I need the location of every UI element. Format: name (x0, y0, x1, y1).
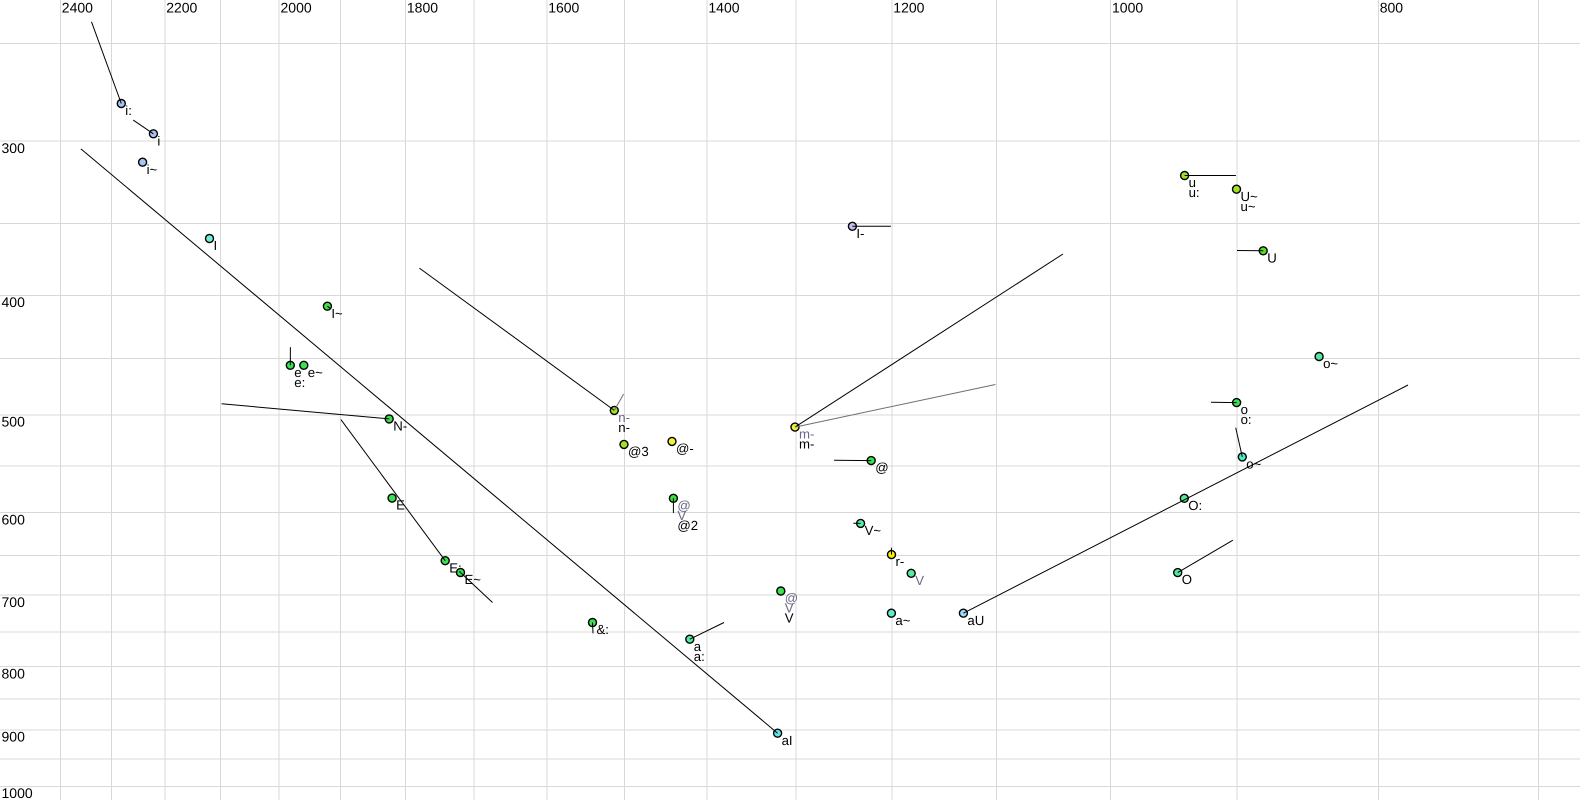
svg-text:a: a (694, 639, 702, 654)
svg-text:i:: i: (125, 103, 132, 118)
svg-text:e:: e: (294, 375, 305, 390)
svg-text:r-: r- (896, 554, 905, 569)
svg-text:V: V (785, 601, 794, 616)
svg-text:2400: 2400 (62, 0, 93, 16)
svg-text:@: @ (875, 460, 888, 475)
svg-text:@2: @2 (677, 518, 698, 533)
svg-text:1400: 1400 (708, 0, 739, 16)
svg-text:600: 600 (2, 511, 26, 527)
svg-text:a:: a: (694, 649, 705, 664)
svg-text:V: V (677, 508, 686, 523)
svg-text:u:: u: (1189, 185, 1200, 200)
svg-text:o:: o: (1241, 412, 1252, 427)
svg-text:e~: e~ (308, 365, 323, 380)
svg-text:i: i (157, 133, 160, 148)
svg-text:&:: &: (597, 622, 609, 637)
svg-text:800: 800 (1380, 0, 1404, 16)
svg-text:O:: O: (1188, 498, 1202, 513)
svg-text:300: 300 (2, 140, 26, 156)
svg-text:@-: @- (676, 441, 694, 456)
svg-text:1000: 1000 (1112, 0, 1143, 16)
svg-text:E~: E~ (465, 572, 482, 587)
svg-text:n-: n- (618, 410, 630, 425)
svg-text:1200: 1200 (893, 0, 924, 16)
svg-text:O: O (1182, 572, 1192, 587)
svg-text:aI: aI (782, 733, 793, 748)
svg-text:u~: u~ (1241, 199, 1256, 214)
svg-text:o~: o~ (1323, 356, 1338, 371)
svg-text:1800: 1800 (407, 0, 438, 16)
svg-text:i~: i~ (147, 162, 158, 177)
svg-text:I~: I~ (331, 306, 343, 321)
svg-text:1600: 1600 (548, 0, 579, 16)
svg-text:V: V (915, 573, 924, 588)
svg-text:500: 500 (2, 414, 26, 430)
svg-text:400: 400 (2, 294, 26, 310)
svg-text:U: U (1267, 250, 1277, 265)
svg-text:V~: V~ (865, 523, 882, 538)
svg-text:1000: 1000 (2, 785, 33, 800)
svg-text:900: 900 (2, 729, 26, 745)
svg-text:o: o (1241, 402, 1248, 417)
svg-text:2000: 2000 (281, 0, 312, 16)
svg-text:u: u (1189, 175, 1196, 190)
svg-text:V: V (785, 611, 794, 626)
svg-text:E:: E: (449, 560, 461, 575)
svg-text:U~: U~ (1241, 189, 1259, 204)
svg-text:m-: m- (799, 427, 814, 442)
svg-text:N-: N- (393, 419, 407, 434)
svg-text:a~: a~ (895, 613, 910, 628)
svg-text:o~: o~ (1246, 457, 1261, 472)
svg-text:800: 800 (2, 666, 26, 682)
svg-text:I-: I- (856, 226, 864, 241)
svg-text:n-: n- (618, 420, 630, 435)
svg-text:I: I (214, 238, 218, 253)
svg-text:aU: aU (967, 613, 984, 628)
svg-text:@: @ (677, 498, 690, 513)
svg-text:700: 700 (2, 594, 26, 610)
svg-text:@3: @3 (628, 444, 649, 459)
svg-text:@: @ (785, 591, 798, 606)
svg-text:2200: 2200 (166, 0, 197, 16)
svg-text:e: e (294, 365, 301, 380)
svg-text:E: E (396, 498, 405, 513)
svg-text:m-: m- (799, 437, 814, 452)
